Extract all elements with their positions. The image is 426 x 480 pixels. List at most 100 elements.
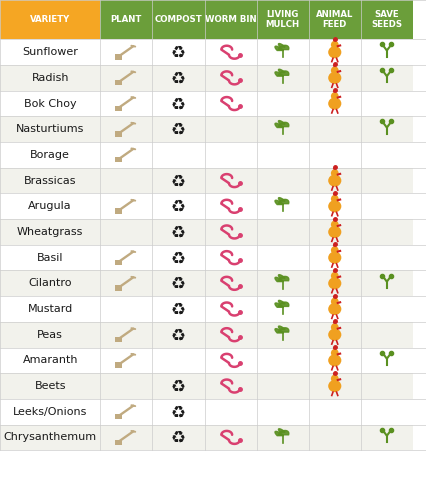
- Text: COMPOST: COMPOST: [154, 15, 202, 24]
- FancyBboxPatch shape: [0, 219, 100, 245]
- Polygon shape: [274, 46, 283, 50]
- FancyBboxPatch shape: [360, 116, 412, 142]
- Text: Borage: Borage: [30, 150, 70, 160]
- Ellipse shape: [330, 272, 338, 280]
- FancyBboxPatch shape: [360, 245, 412, 270]
- FancyBboxPatch shape: [0, 424, 100, 450]
- FancyBboxPatch shape: [0, 91, 100, 116]
- FancyBboxPatch shape: [152, 373, 204, 399]
- FancyBboxPatch shape: [100, 39, 152, 65]
- FancyBboxPatch shape: [308, 0, 360, 39]
- FancyBboxPatch shape: [308, 168, 360, 193]
- FancyBboxPatch shape: [0, 65, 100, 91]
- FancyBboxPatch shape: [100, 0, 152, 39]
- FancyBboxPatch shape: [360, 193, 412, 219]
- FancyBboxPatch shape: [256, 39, 308, 65]
- FancyBboxPatch shape: [152, 39, 204, 65]
- Text: VARIETY: VARIETY: [30, 15, 70, 24]
- FancyBboxPatch shape: [204, 322, 256, 348]
- FancyBboxPatch shape: [308, 424, 360, 450]
- FancyBboxPatch shape: [0, 322, 100, 348]
- FancyBboxPatch shape: [308, 193, 360, 219]
- FancyBboxPatch shape: [152, 193, 204, 219]
- FancyBboxPatch shape: [100, 142, 152, 168]
- Text: Mustard: Mustard: [28, 304, 72, 314]
- FancyBboxPatch shape: [360, 399, 412, 424]
- Text: Sunflower: Sunflower: [22, 47, 78, 57]
- Ellipse shape: [328, 226, 340, 238]
- FancyBboxPatch shape: [256, 65, 308, 91]
- FancyBboxPatch shape: [256, 219, 308, 245]
- FancyBboxPatch shape: [308, 65, 360, 91]
- FancyBboxPatch shape: [115, 286, 121, 291]
- FancyBboxPatch shape: [115, 362, 121, 368]
- Text: ♻: ♻: [171, 377, 185, 395]
- FancyBboxPatch shape: [152, 219, 204, 245]
- FancyBboxPatch shape: [308, 142, 360, 168]
- FancyBboxPatch shape: [152, 348, 204, 373]
- Text: Cilantro: Cilantro: [29, 278, 72, 288]
- FancyBboxPatch shape: [360, 348, 412, 373]
- Text: LIVING
MULCH: LIVING MULCH: [265, 10, 299, 29]
- Polygon shape: [274, 329, 283, 333]
- FancyBboxPatch shape: [256, 373, 308, 399]
- FancyBboxPatch shape: [100, 193, 152, 219]
- Polygon shape: [278, 122, 288, 127]
- FancyBboxPatch shape: [152, 424, 204, 450]
- FancyBboxPatch shape: [0, 348, 100, 373]
- FancyBboxPatch shape: [100, 399, 152, 424]
- FancyBboxPatch shape: [308, 116, 360, 142]
- FancyBboxPatch shape: [152, 168, 204, 193]
- Polygon shape: [274, 432, 283, 436]
- FancyBboxPatch shape: [0, 271, 100, 296]
- FancyBboxPatch shape: [360, 168, 412, 193]
- FancyBboxPatch shape: [308, 245, 360, 270]
- Ellipse shape: [330, 195, 338, 203]
- FancyBboxPatch shape: [115, 414, 121, 419]
- Text: ♻: ♻: [171, 300, 185, 318]
- Polygon shape: [278, 431, 288, 435]
- Text: Bok Choy: Bok Choy: [24, 98, 76, 108]
- FancyBboxPatch shape: [0, 39, 100, 65]
- FancyBboxPatch shape: [204, 348, 256, 373]
- Text: ♻: ♻: [171, 120, 185, 138]
- Polygon shape: [274, 277, 283, 282]
- FancyBboxPatch shape: [204, 39, 256, 65]
- FancyBboxPatch shape: [0, 193, 100, 219]
- FancyBboxPatch shape: [100, 348, 152, 373]
- Text: ♻: ♻: [171, 95, 185, 112]
- Ellipse shape: [328, 252, 340, 264]
- FancyBboxPatch shape: [100, 168, 152, 193]
- Ellipse shape: [330, 92, 338, 100]
- FancyBboxPatch shape: [204, 399, 256, 424]
- FancyBboxPatch shape: [0, 399, 100, 424]
- Polygon shape: [278, 328, 288, 332]
- Text: ♻: ♻: [171, 69, 185, 87]
- FancyBboxPatch shape: [360, 39, 412, 65]
- FancyBboxPatch shape: [0, 142, 100, 168]
- FancyBboxPatch shape: [100, 424, 152, 450]
- FancyBboxPatch shape: [204, 271, 256, 296]
- Text: WORM BIN: WORM BIN: [204, 15, 256, 24]
- FancyBboxPatch shape: [256, 91, 308, 116]
- Ellipse shape: [328, 72, 340, 84]
- Ellipse shape: [330, 246, 338, 254]
- FancyBboxPatch shape: [256, 193, 308, 219]
- FancyBboxPatch shape: [204, 142, 256, 168]
- FancyBboxPatch shape: [256, 116, 308, 142]
- Polygon shape: [274, 123, 283, 128]
- FancyBboxPatch shape: [152, 65, 204, 91]
- FancyBboxPatch shape: [115, 260, 121, 265]
- Polygon shape: [278, 302, 288, 306]
- Text: ♻: ♻: [171, 197, 185, 215]
- FancyBboxPatch shape: [152, 0, 204, 39]
- Ellipse shape: [328, 354, 340, 366]
- FancyBboxPatch shape: [100, 322, 152, 348]
- FancyBboxPatch shape: [115, 337, 121, 342]
- FancyBboxPatch shape: [0, 168, 100, 193]
- Ellipse shape: [330, 169, 338, 177]
- Ellipse shape: [328, 303, 340, 315]
- FancyBboxPatch shape: [152, 322, 204, 348]
- FancyBboxPatch shape: [308, 39, 360, 65]
- Text: Amaranth: Amaranth: [23, 355, 78, 365]
